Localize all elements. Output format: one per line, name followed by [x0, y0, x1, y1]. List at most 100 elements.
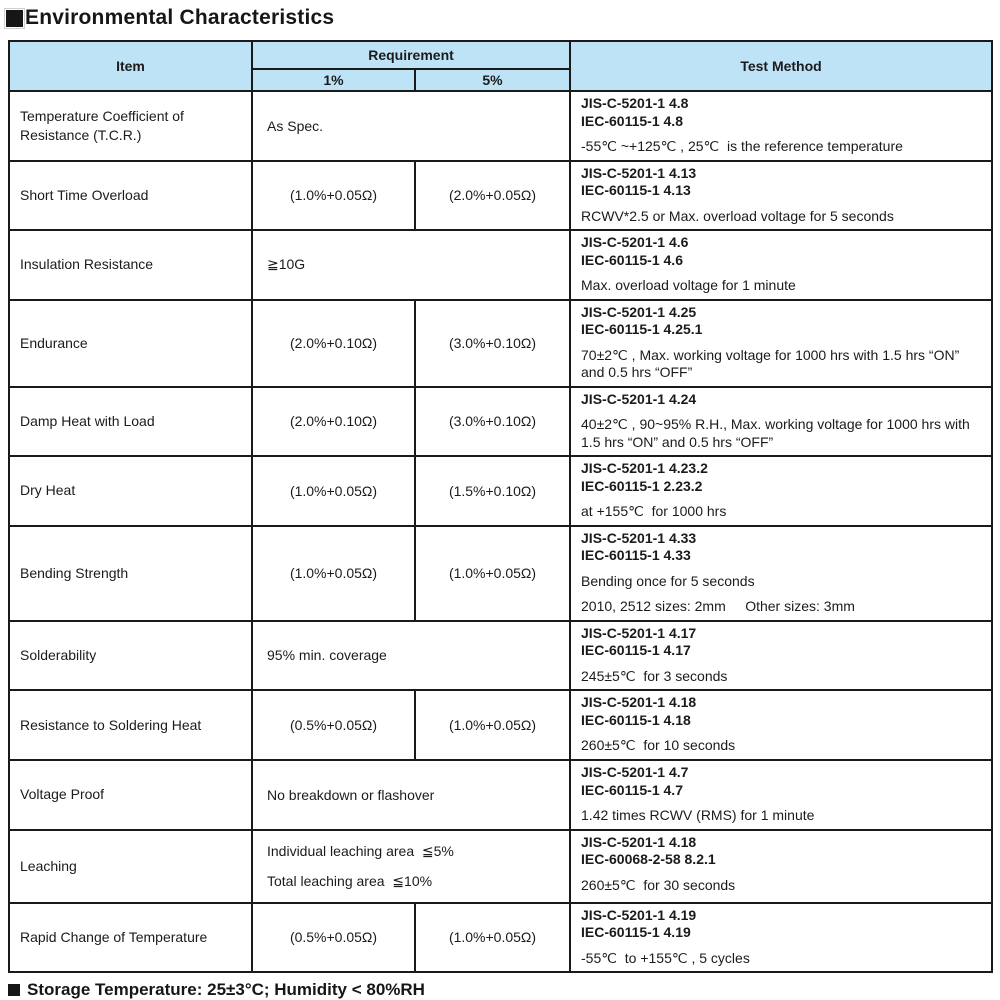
- test-method-cell: JIS-C-5201-1 4.8 IEC-60115-1 4.8 -55℃ ~+12…: [569, 90, 994, 162]
- item-cell: Short Time Overload: [8, 159, 253, 231]
- standard-line: JIS-C-5201-1 4.7: [581, 764, 689, 780]
- detail-line: 260±5℃ for 10 seconds: [581, 737, 736, 753]
- table-row: Dry Heat (1.0%+0.05Ω) (1.5%+0.10Ω) JIS-C-52…: [8, 455, 994, 527]
- requirement-1pct-cell: (2.0%+0.10Ω): [251, 298, 416, 388]
- standard-line: JIS-C-5201-1 4.25: [581, 303, 697, 320]
- standard-line: JIS-C-5201-1 4.6: [581, 234, 689, 250]
- test-method-cell: JIS-C-5201-1 4.33 IEC-60115-1 4.33 Bending…: [569, 524, 994, 622]
- page-footer: Storage Temperature: 25±3°C; Humidity < …: [8, 980, 1000, 1000]
- standard-line: JIS-C-5201-1 4.17: [581, 624, 697, 641]
- requirement-1pct-cell: (1.0%+0.05Ω): [251, 455, 416, 527]
- test-method-cell: JIS-C-5201-1 4.19 IEC-60115-1 4.19 -55℃ to…: [569, 901, 994, 973]
- table-row: Leaching Individual leaching area ≦5% Tota…: [8, 828, 994, 904]
- standard-line: JIS-C-5201-1 4.18: [581, 833, 697, 850]
- requirement-line: As Spec.: [267, 117, 324, 134]
- requirement-cell: 95% min. coverage: [250, 619, 572, 691]
- table-row: Damp Heat with Load (2.0%+0.10Ω) (3.0%+0.1…: [8, 385, 994, 457]
- requirement-1pct-cell: (2.0%+0.10Ω): [251, 385, 416, 457]
- test-method-cell: JIS-C-5201-1 4.25 IEC-60115-1 4.25.1 70±2℃…: [569, 298, 994, 388]
- detail-line: 70±2℃ , Max. working voltage for 1000 hr…: [581, 346, 964, 381]
- requirement-5pct-cell: (1.0%+0.05Ω): [413, 689, 572, 761]
- requirement-5pct-cell: (1.5%+0.10Ω): [413, 455, 572, 527]
- detail-line: Bending once for 5 seconds: [581, 572, 755, 589]
- item-cell: Resistance to Soldering Heat: [8, 689, 253, 761]
- standard-line: IEC-60115-1 4.17: [581, 642, 691, 658]
- detail-line: 2010, 2512 sizes: 2mm Other sizes: 3mm: [581, 598, 855, 614]
- table-row: Voltage Proof No breakdown or flashover JI…: [8, 759, 994, 831]
- requirement-5pct-cell: (1.0%+0.05Ω): [413, 901, 572, 973]
- detail-line: 245±5℃ for 3 seconds: [581, 667, 728, 684]
- standard-line: IEC-60115-1 4.25.1: [581, 321, 703, 337]
- table-row: Temperature Coefficient of Resistance (T…: [8, 90, 994, 162]
- test-method-cell: JIS-C-5201-1 4.18 IEC-60068-2-58 8.2.1 260…: [569, 828, 994, 904]
- test-method-cell: JIS-C-5201-1 4.13 IEC-60115-1 4.13 RCWV*2.…: [569, 159, 994, 231]
- requirement-cell: As Spec.: [250, 90, 572, 162]
- requirement-cell: No breakdown or flashover: [250, 759, 572, 831]
- requirement-line: Total leaching area ≦10%: [267, 872, 433, 889]
- detail-line: RCWV*2.5 or Max. overload voltage for 5 …: [581, 207, 894, 224]
- requirement-5pct-cell: (3.0%+0.10Ω): [413, 385, 572, 457]
- standard-line: IEC-60115-1 4.33: [581, 547, 691, 563]
- table-row: Insulation Resistance ≧10G JIS-C-5201-1 4.…: [8, 229, 994, 301]
- standard-line: JIS-C-5201-1 4.23.2: [581, 460, 708, 476]
- requirement-1pct-cell: (0.5%+0.05Ω): [251, 689, 416, 761]
- standard-line: JIS-C-5201-1 4.18: [581, 694, 697, 710]
- test-method-cell: JIS-C-5201-1 4.17 IEC-60115-1 4.17 245±5℃ …: [569, 619, 994, 691]
- requirement-5pct-cell: (1.0%+0.05Ω): [413, 524, 572, 622]
- item-cell: Endurance: [8, 298, 253, 388]
- item-cell: Rapid Change of Temperature: [8, 901, 253, 973]
- table-row: Solderability 95% min. coverage JIS-C-5201…: [8, 619, 994, 691]
- footer-square-icon: [8, 984, 20, 996]
- detail-line: 260±5℃ for 30 seconds: [581, 876, 736, 893]
- table-header: Item Requirement Test Method 1% 5%: [8, 40, 994, 92]
- standard-line: JIS-C-5201-1 4.19: [581, 906, 697, 923]
- standard-line: JIS-C-5201-1 4.13: [581, 164, 697, 181]
- standard-line: IEC-60115-1 4.7: [581, 781, 683, 798]
- page-title: Environmental Characteristics: [4, 6, 1000, 30]
- detail-line: 40±2℃ , 90~95% R.H., Max. working voltag…: [581, 416, 974, 450]
- table-row: Rapid Change of Temperature (0.5%+0.05Ω)(…: [8, 901, 994, 973]
- item-cell: Bending Strength: [8, 524, 253, 622]
- header-row-top: Item Requirement Test Method: [8, 40, 994, 92]
- requirement-line: No breakdown or flashover: [267, 786, 435, 803]
- header-item: Item: [8, 40, 253, 92]
- standard-line: IEC-60115-1 2.23.2: [581, 477, 703, 494]
- standard-line: JIS-C-5201-1 4.33: [581, 529, 697, 546]
- header-test-method: Test Method: [569, 40, 994, 92]
- item-cell: Dry Heat: [8, 455, 253, 527]
- standard-line: IEC-60115-1 4.19: [581, 924, 691, 940]
- item-cell: Leaching: [8, 828, 253, 904]
- test-method-cell: JIS-C-5201-1 4.24 40±2℃ , 90~95% R.H., Ma…: [569, 385, 994, 457]
- table-row: Bending Strength (1.0%+0.05Ω) (1.0%+0.05Ω)…: [8, 524, 994, 622]
- requirement-5pct-cell: (3.0%+0.10Ω): [413, 298, 572, 388]
- standard-line: IEC-60115-1 4.8: [581, 112, 683, 129]
- requirement-1pct-cell: (0.5%+0.05Ω): [251, 901, 416, 973]
- detail-line: at +155℃ for 1000 hrs: [581, 503, 727, 519]
- header-row-sub: 1% 5%: [9, 68, 992, 92]
- table-body: Temperature Coefficient of Resistance (T…: [8, 90, 994, 973]
- test-method-cell: JIS-C-5201-1 4.7 IEC-60115-1 4.7 1.42 time…: [569, 759, 994, 831]
- standard-line: IEC-60068-2-58 8.2.1: [581, 851, 716, 867]
- title-square-icon: [4, 7, 25, 29]
- requirement-cell: Individual leaching area ≦5% Total leachi…: [250, 828, 572, 904]
- detail-line: -55℃ to +155℃ , 5 cycles: [581, 949, 750, 966]
- requirement-1pct-cell: (1.0%+0.05Ω): [251, 524, 416, 622]
- detail-line: 1.42 times RCWV (RMS) for 1 minute: [581, 807, 815, 823]
- test-method-cell: JIS-C-5201-1 4.6 IEC-60115-1 4.6 Max. over…: [569, 229, 994, 301]
- detail-line: -55℃ ~+125℃ , 25℃ is the reference tempe…: [581, 138, 903, 154]
- item-cell: Temperature Coefficient of Resistance (T…: [8, 90, 253, 162]
- page-title-text: Environmental Characteristics: [25, 6, 335, 29]
- header-5pct: 5%: [413, 68, 572, 92]
- table-row: Resistance to Soldering Heat (0.5%+0.05Ω)…: [8, 689, 994, 761]
- table-row: Short Time Overload (1.0%+0.05Ω) (2.0%+0.0…: [8, 159, 994, 231]
- requirement-cell: ≧10G: [250, 229, 572, 301]
- table-row: Endurance (2.0%+0.10Ω) (3.0%+0.10Ω) JIS-C-5…: [8, 298, 994, 388]
- item-cell: Insulation Resistance: [8, 229, 253, 301]
- environmental-characteristics-table: Item Requirement Test Method 1% 5% Tempe…: [8, 40, 994, 973]
- item-cell: Damp Heat with Load: [8, 385, 253, 457]
- requirement-line: 95% min. coverage: [267, 647, 387, 664]
- requirement-line: ≧10G: [267, 256, 306, 273]
- page-footer-text: Storage Temperature: 25±3°C; Humidity < …: [27, 980, 425, 999]
- standard-line: JIS-C-5201-1 4.8: [581, 95, 689, 111]
- standard-line: JIS-C-5201-1 4.24: [581, 390, 697, 407]
